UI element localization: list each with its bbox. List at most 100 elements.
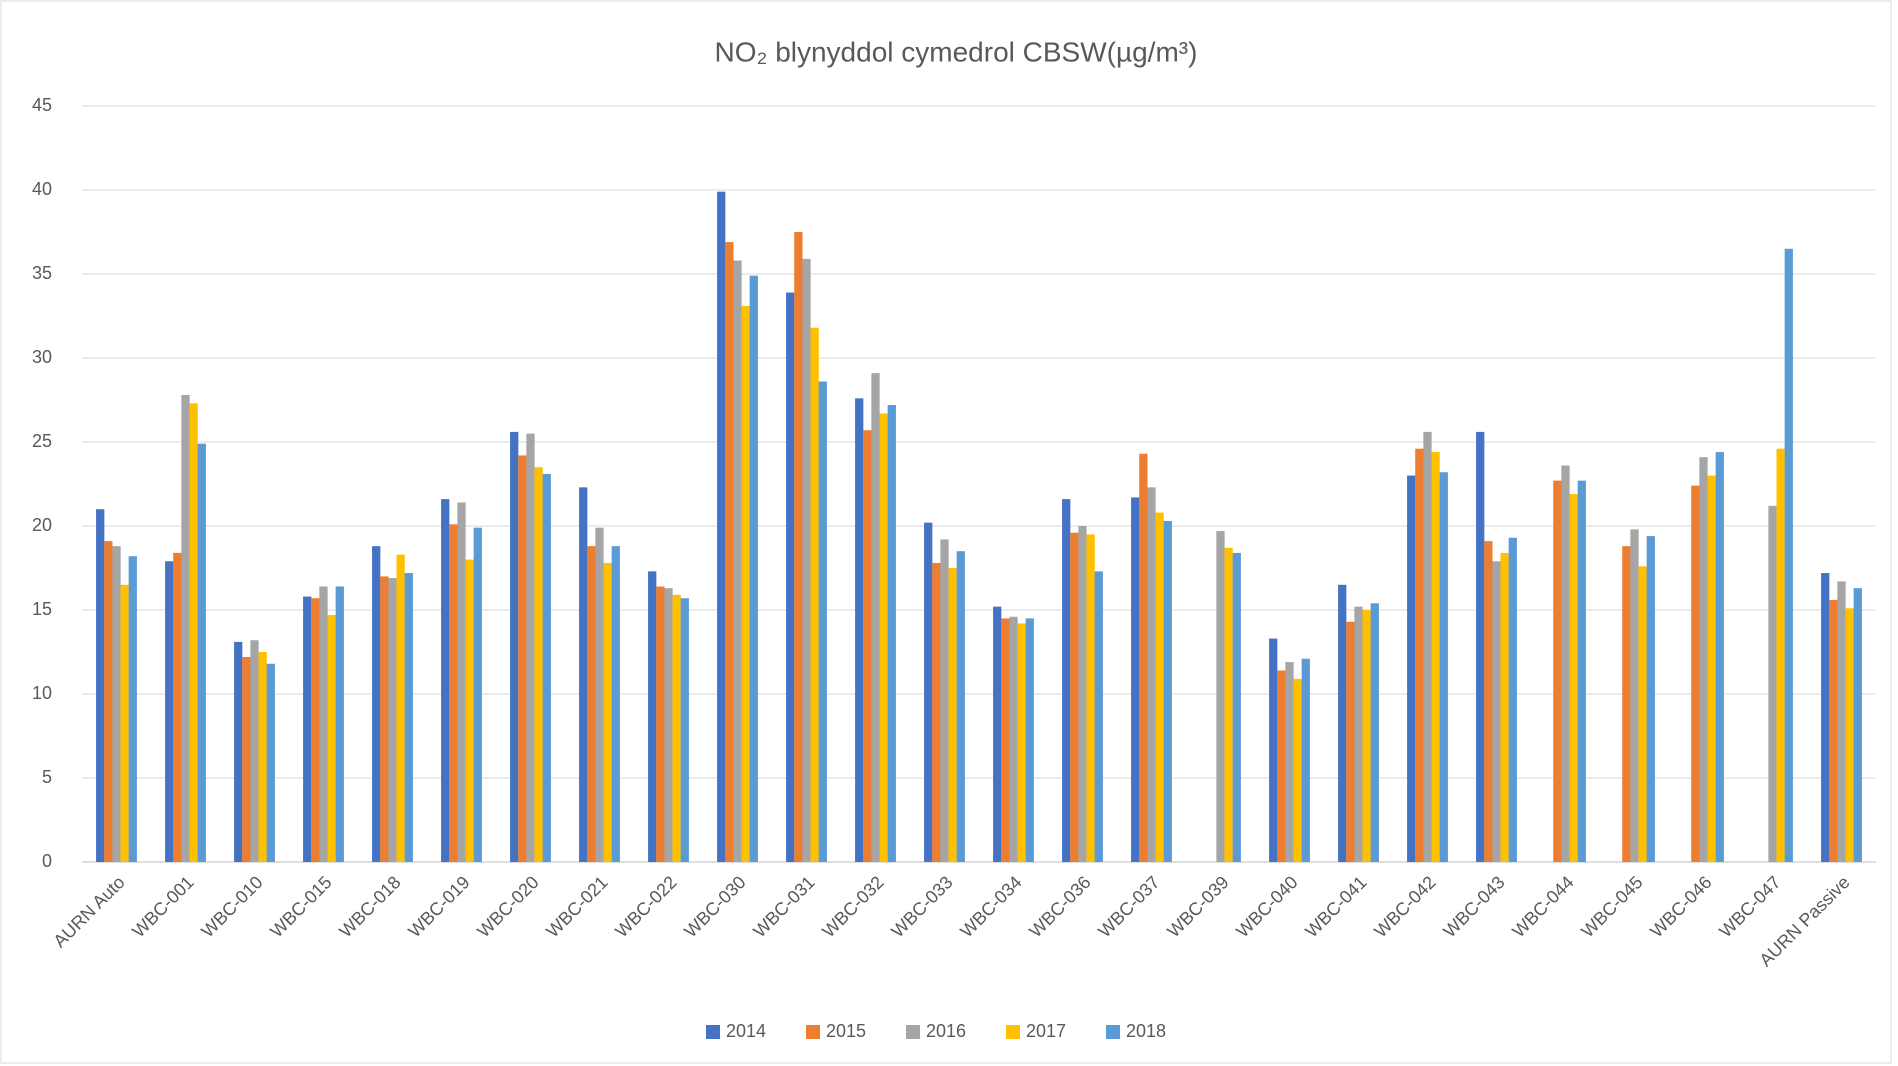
bar	[1476, 431, 1485, 862]
bar	[1845, 608, 1854, 862]
bar	[1768, 505, 1777, 862]
bar	[1553, 480, 1562, 862]
bar	[932, 562, 941, 862]
bar	[441, 499, 450, 862]
bar	[518, 455, 527, 862]
bar	[242, 657, 251, 862]
bar	[802, 258, 811, 862]
bar	[1147, 487, 1156, 862]
bar	[1776, 448, 1785, 862]
bar	[1370, 603, 1379, 862]
bar	[128, 556, 137, 862]
bar	[1821, 573, 1830, 862]
bar	[372, 546, 381, 862]
bar	[1508, 537, 1517, 862]
bar	[1232, 552, 1241, 862]
bar	[1062, 499, 1071, 862]
bar	[717, 191, 726, 862]
bar	[327, 615, 336, 862]
bar	[1423, 431, 1432, 862]
bar	[664, 588, 673, 862]
bar	[449, 524, 458, 862]
bar	[1224, 547, 1233, 862]
bar	[1086, 534, 1095, 862]
bar	[234, 641, 243, 862]
bar	[656, 586, 665, 862]
legend-swatch	[1106, 1025, 1120, 1039]
bar	[311, 598, 320, 862]
bar	[887, 405, 896, 862]
bar	[1492, 561, 1501, 862]
bar	[1017, 623, 1026, 862]
y-tick-label: 20	[32, 515, 52, 535]
bar	[733, 260, 742, 862]
bar	[749, 275, 758, 862]
y-tick-label: 40	[32, 179, 52, 199]
bar	[1301, 658, 1310, 862]
y-tick-label: 0	[42, 851, 52, 871]
bar	[1561, 465, 1570, 862]
bar	[993, 606, 1002, 862]
bar	[104, 541, 113, 862]
bar	[1638, 566, 1647, 862]
legend-label: 2014	[726, 1021, 766, 1041]
bar	[1293, 678, 1302, 862]
bar	[96, 509, 105, 862]
bar	[303, 596, 312, 862]
bar	[924, 522, 933, 862]
bar	[1338, 584, 1347, 862]
y-tick-label: 30	[32, 347, 52, 367]
bar	[1277, 670, 1286, 862]
bar	[611, 546, 620, 862]
bar	[579, 487, 588, 862]
legend-swatch	[706, 1025, 720, 1039]
bar	[335, 586, 344, 862]
bar	[1439, 472, 1448, 862]
legend-swatch	[1006, 1025, 1020, 1039]
bar	[648, 571, 657, 862]
bar	[879, 413, 888, 862]
y-tick-label: 45	[32, 95, 52, 115]
bar	[1139, 453, 1148, 862]
bar	[181, 394, 190, 862]
bar	[1431, 452, 1440, 862]
bar	[725, 242, 734, 862]
bar	[1407, 475, 1416, 862]
bar	[1094, 571, 1103, 862]
bar	[473, 527, 482, 862]
bar	[534, 467, 543, 862]
bar	[510, 431, 519, 862]
bar	[1078, 526, 1087, 862]
bar	[810, 327, 819, 862]
bar	[1009, 616, 1018, 862]
y-tick-label: 10	[32, 683, 52, 703]
bar	[250, 640, 259, 862]
bar	[173, 552, 182, 862]
bar	[465, 559, 474, 862]
bar	[1699, 457, 1708, 862]
bar	[680, 598, 689, 862]
bar	[1715, 452, 1724, 862]
bar	[380, 576, 389, 862]
bar	[542, 473, 551, 862]
bar	[863, 430, 872, 862]
bar	[940, 539, 949, 862]
bar	[404, 573, 413, 862]
legend-label: 2016	[926, 1021, 966, 1041]
bar	[871, 373, 880, 862]
bar	[1163, 520, 1172, 862]
legend-swatch	[906, 1025, 920, 1039]
bar	[1354, 606, 1363, 862]
y-tick-label: 5	[42, 767, 52, 787]
bar	[1837, 581, 1846, 862]
y-tick-label: 35	[32, 263, 52, 283]
bar	[1415, 448, 1424, 862]
bar	[1630, 529, 1639, 862]
bar	[741, 305, 750, 862]
bar	[396, 554, 405, 862]
bar	[1025, 618, 1034, 862]
bar	[457, 502, 466, 862]
bar	[672, 594, 681, 862]
